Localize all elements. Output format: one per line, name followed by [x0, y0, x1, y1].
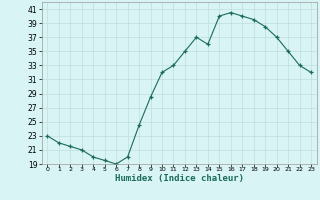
X-axis label: Humidex (Indice chaleur): Humidex (Indice chaleur): [115, 174, 244, 183]
